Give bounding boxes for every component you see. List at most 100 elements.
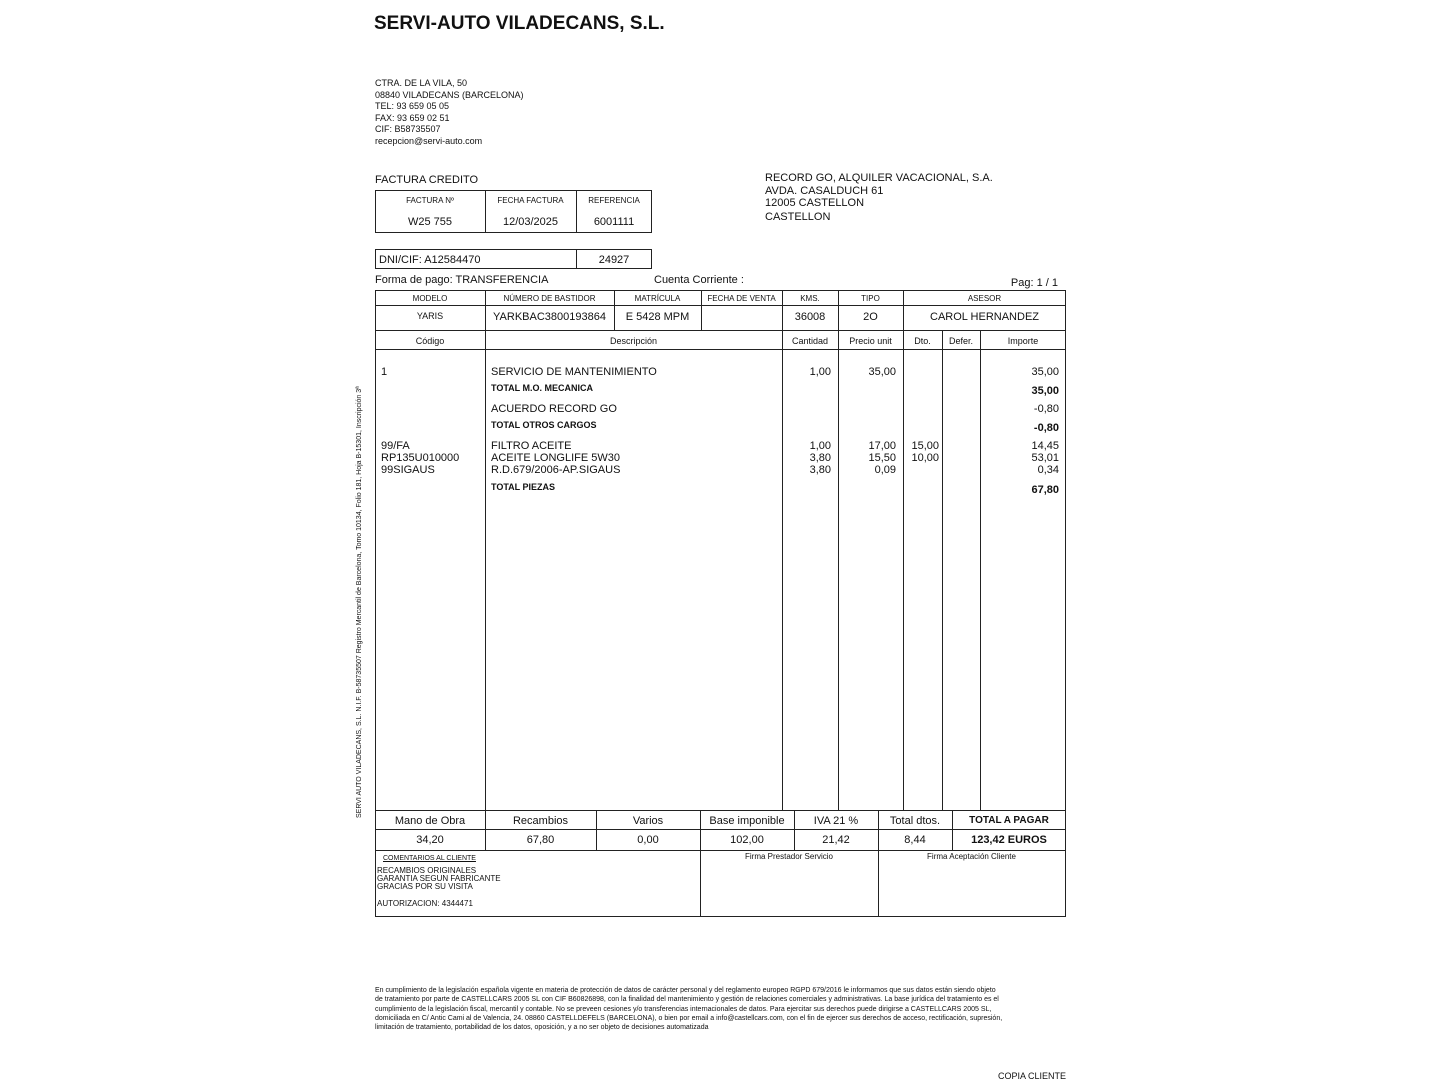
customer-line: RECORD GO, ALQUILER VACACIONAL, S.A.	[765, 172, 993, 184]
invoice-table	[375, 290, 1066, 917]
payment-method: Forma de pago: TRANSFERENCIA	[375, 274, 549, 286]
copy-label: COPIA CLIENTE	[998, 1071, 1067, 1080]
comment-line: RECAMBIOS ORIGINALES	[377, 866, 477, 875]
line-description: FILTRO ACEITE	[491, 440, 572, 452]
line-discount: 15,00	[911, 440, 939, 452]
company-address-line: TEL: 93 659 05 05	[375, 101, 450, 112]
line-code: 99/FA	[381, 440, 410, 452]
dni-cif: DNI/CIF: A12584470	[379, 254, 481, 266]
line-amount: -0,80	[1033, 422, 1059, 434]
summary-value: 102,00	[730, 834, 764, 846]
authorization: AUTORIZACION: 4344471	[377, 899, 473, 908]
line-unit-price: 0,09	[874, 464, 896, 476]
line-description: TOTAL M.O. MECANICA	[491, 383, 593, 393]
company-address-line: CTRA. DE LA VILA, 50	[375, 78, 468, 88]
summary-label: Base imponible	[709, 815, 785, 827]
customer-code: 24927	[598, 254, 630, 266]
total-to-pay: 123,42 EUROS	[971, 834, 1047, 846]
vehicle-value: 36008	[794, 311, 826, 323]
line-amount: 35,00	[1031, 366, 1059, 378]
vehicle-value: CAROL HERNANDEZ	[930, 311, 1039, 323]
vehicle-value: 2O	[863, 311, 878, 323]
line-code: 1	[381, 366, 388, 378]
line-header: Descripción	[609, 336, 658, 346]
line-header: Defer.	[948, 336, 973, 346]
invoice-value: W25 755	[407, 216, 453, 228]
line-description: R.D.679/2006-AP.SIGAUS	[491, 464, 621, 476]
line-description: ACEITE LONGLIFE 5W30	[491, 452, 620, 464]
invoice-label: FACTURA Nº	[406, 196, 454, 205]
customer-signature-label: Firma Aceptación Cliente	[927, 852, 1016, 861]
line-header: Código	[415, 336, 445, 346]
vehicle-header: MODELO	[412, 294, 448, 303]
line-quantity: 1,00	[809, 366, 831, 378]
vehicle-value: E 5428 MPM	[625, 311, 690, 323]
vehicle-header: NÚMERO DE BASTIDOR	[503, 294, 596, 303]
line-quantity: 1,00	[809, 440, 831, 452]
summary-value: 0,00	[637, 834, 659, 846]
vehicle-value: YARIS	[416, 311, 444, 321]
comments-title: COMENTARIOS AL CLIENTE	[383, 855, 476, 862]
invoice-label: REFERENCIA	[588, 196, 640, 205]
line-discount: 10,00	[911, 452, 939, 464]
provider-signature-label: Firma Prestador Servicio	[744, 852, 834, 861]
summary-value: 8,44	[904, 834, 926, 846]
company-address-line: CIF: B58735507	[375, 124, 441, 135]
customer-line: AVDA. CASALDUCH 61	[765, 184, 884, 197]
comment-line: GRACIAS POR SU VISITA	[377, 882, 473, 891]
line-header: Precio unit	[849, 336, 892, 346]
invoice-info-box	[375, 190, 652, 233]
line-amount: 0,34	[1037, 464, 1059, 476]
line-amount: 53,01	[1031, 452, 1059, 464]
customer-line: 12005 CASTELLON	[765, 197, 865, 209]
line-quantity: 3,80	[809, 452, 831, 464]
line-description: TOTAL OTROS CARGOS	[491, 420, 597, 430]
line-description: TOTAL PIEZAS	[491, 482, 556, 492]
company-address-line: recepcion@servi-auto.com	[375, 136, 483, 146]
summary-value: 21,42	[822, 834, 850, 846]
summary-value: 34,20	[416, 834, 444, 846]
line-header: Dto.	[914, 336, 931, 346]
line-header: Cantidad	[791, 336, 829, 346]
line-code: 99SIGAUS	[381, 464, 435, 476]
legal-line: En cumplimiento de la legislación españo…	[375, 987, 996, 994]
doc-type: FACTURA CREDITO	[375, 174, 479, 186]
vehicle-header: ASESOR	[967, 294, 1002, 303]
summary-label: Recambios	[512, 815, 569, 827]
vehicle-header: FECHA DE VENTA	[707, 294, 776, 303]
company-address-line: 08840 VILADECANS (BARCELONA)	[375, 89, 524, 100]
line-unit-price: 15,50	[868, 452, 896, 464]
line-amount: 67,80	[1031, 484, 1059, 496]
line-unit-price: 17,00	[868, 440, 896, 452]
summary-value: 67,80	[526, 834, 555, 846]
vehicle-value: YARKBAC3800193864	[493, 311, 606, 323]
comment-line: GARANTIA SEGUN FABRICANTE	[377, 874, 501, 883]
legal-line: de tratamiento por parte de CASTELLCARS …	[375, 996, 999, 1004]
company-address-line: FAX: 93 659 02 51	[375, 112, 450, 123]
summary-label: Total dtos.	[889, 815, 941, 827]
vehicle-header: TIPO	[861, 294, 880, 303]
legal-line: domiciliada en C/ Antic Cami al de Valen…	[375, 1014, 1003, 1022]
invoice-value: 12/03/2025	[502, 216, 559, 228]
line-header: Importe	[1007, 336, 1039, 346]
legal-line: limitación de tratamiento, portabilidad …	[375, 1024, 709, 1032]
line-description: SERVICIO DE MANTENIMIENTO	[491, 366, 657, 378]
customer-line: CASTELLON	[765, 210, 831, 223]
dni-box	[375, 249, 652, 269]
line-amount: 35,00	[1031, 385, 1059, 397]
line-code: RP135U010000	[381, 452, 460, 464]
line-quantity: 3,80	[809, 464, 831, 476]
line-description: ACUERDO RECORD GO	[491, 403, 617, 415]
summary-label: Varios	[632, 815, 664, 827]
summary-label: IVA 21 %	[813, 815, 859, 827]
vehicle-header: KMS.	[800, 294, 820, 303]
legal-line: cumplimiento de la legislación fiscal, m…	[375, 1005, 992, 1013]
registry-side-text: SERVI AUTO VILADECANS, S.L. N.I.F. B-587…	[356, 386, 363, 818]
invoice-label: FECHA FACTURA	[497, 196, 564, 205]
company-name: SERVI-AUTO VILADECANS, S.L.	[374, 13, 665, 34]
invoice-value: 6001111	[593, 216, 635, 228]
current-account: Cuenta Corriente :	[654, 274, 744, 286]
summary-label: TOTAL A PAGAR	[969, 815, 1049, 826]
line-amount: -0,80	[1033, 403, 1059, 415]
